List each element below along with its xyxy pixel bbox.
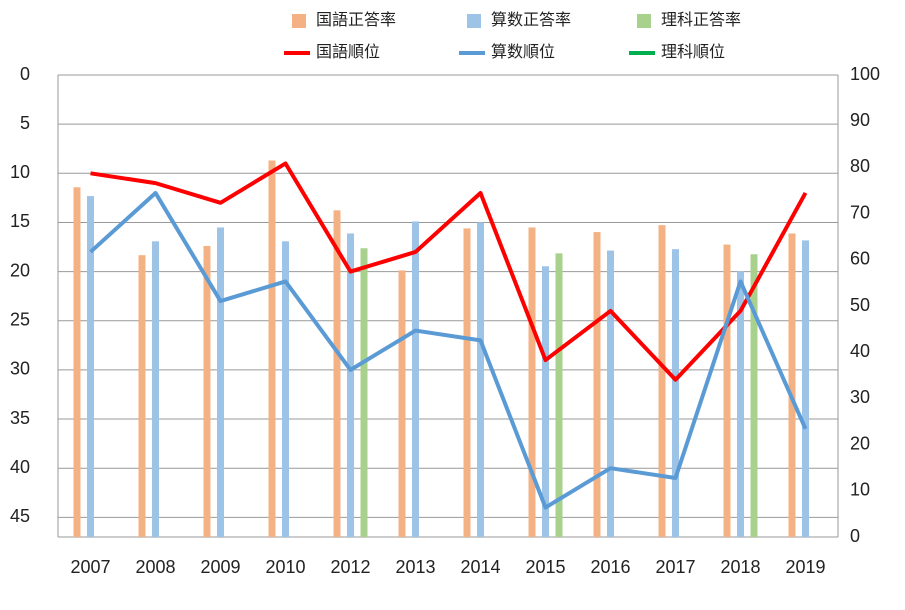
y-tick-label: 10 xyxy=(10,162,30,182)
bar xyxy=(788,233,796,537)
line xyxy=(89,190,808,510)
y2-tick-label: 100 xyxy=(850,64,880,84)
bar xyxy=(138,255,146,537)
bar xyxy=(347,233,354,537)
x-tick-label: 2017 xyxy=(655,557,695,577)
x-tick-label: 2008 xyxy=(135,557,175,577)
bar xyxy=(333,210,341,537)
bar xyxy=(360,248,368,537)
bar xyxy=(555,253,563,537)
y2-tick-label: 80 xyxy=(850,156,870,176)
bar xyxy=(73,187,81,538)
x-tick-label: 2013 xyxy=(395,557,435,577)
bar xyxy=(463,228,471,537)
y-tick-label: 45 xyxy=(10,506,30,526)
y2-tick-label: 30 xyxy=(850,387,870,407)
y2-tick-label: 50 xyxy=(850,295,870,315)
bar xyxy=(203,245,211,537)
bar xyxy=(282,241,289,537)
x-tick-label: 2014 xyxy=(460,557,500,577)
y2-tick-label: 60 xyxy=(850,249,870,269)
y2-tick-label: 0 xyxy=(850,526,860,546)
bar xyxy=(398,270,406,537)
x-tick-label: 2018 xyxy=(720,557,760,577)
y-tick-label: 25 xyxy=(10,309,30,329)
x-tick-label: 2007 xyxy=(70,557,110,577)
y-tick-label: 35 xyxy=(10,408,30,428)
bar xyxy=(750,254,758,538)
bar xyxy=(723,244,731,537)
y2-tick-label: 70 xyxy=(850,202,870,222)
x-tick-label: 2012 xyxy=(330,557,370,577)
bar xyxy=(528,227,536,537)
legend-label: 算数順位 xyxy=(491,42,555,61)
y2-tick-label: 20 xyxy=(850,433,870,453)
bar xyxy=(802,240,809,537)
bar xyxy=(658,225,666,537)
legend-swatch xyxy=(467,14,481,28)
y-tick-label: 20 xyxy=(10,260,30,280)
x-tick-label: 2015 xyxy=(525,557,565,577)
legend-label: 国語正答率 xyxy=(316,11,396,29)
bar xyxy=(477,222,484,538)
y-tick-label: 40 xyxy=(10,457,30,477)
y-tick-label: 0 xyxy=(20,64,30,84)
x-tick-label: 2016 xyxy=(590,557,630,577)
bar xyxy=(672,249,679,537)
bar xyxy=(268,160,276,537)
bar xyxy=(593,232,601,537)
legend-swatch xyxy=(637,14,651,28)
line xyxy=(90,161,808,382)
x-tick-label: 2019 xyxy=(785,557,825,577)
bar xyxy=(542,266,549,537)
bar xyxy=(737,271,744,537)
y-tick-label: 15 xyxy=(10,211,30,231)
x-tick-label: 2009 xyxy=(200,557,240,577)
x-tick-label: 2010 xyxy=(265,557,305,577)
y-tick-label: 30 xyxy=(10,359,30,379)
y-tick-label: 5 xyxy=(20,113,30,133)
legend-label: 算数正答率 xyxy=(491,10,571,29)
bar xyxy=(87,196,94,537)
y2-tick-label: 10 xyxy=(850,480,870,500)
legend-swatch xyxy=(292,14,306,28)
bar xyxy=(152,241,159,537)
legend-label: 理科順位 xyxy=(661,43,725,61)
y2-tick-label: 40 xyxy=(850,341,870,361)
bar xyxy=(607,250,614,537)
legend-label: 理科正答率 xyxy=(661,11,741,29)
legend-label: 国語順位 xyxy=(316,43,380,61)
bar xyxy=(412,221,419,538)
bar xyxy=(217,227,224,537)
y2-tick-label: 90 xyxy=(850,110,870,130)
